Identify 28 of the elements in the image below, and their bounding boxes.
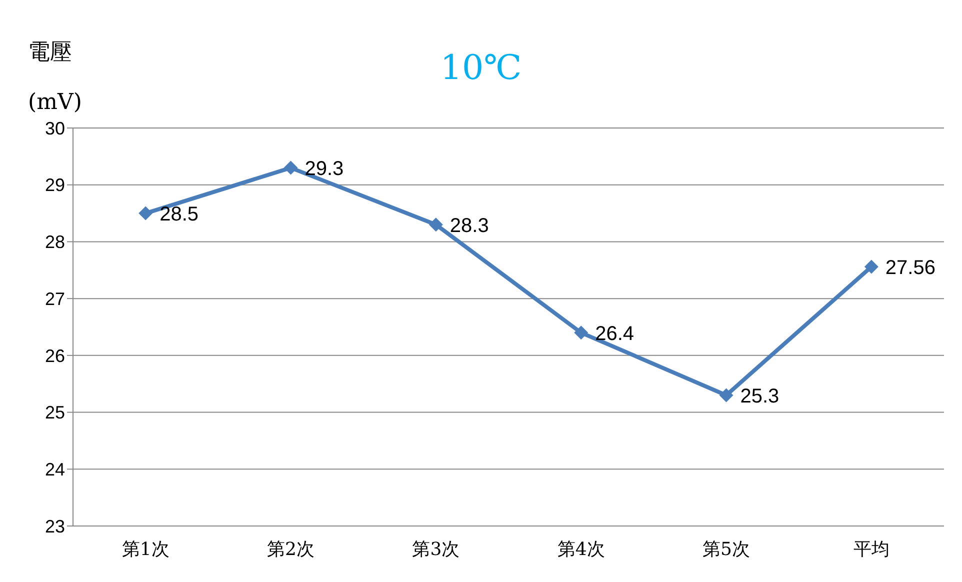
data-label: 28.5 <box>160 203 199 226</box>
x-tick-label: 第4次 <box>557 538 605 560</box>
x-tick-label: 第1次 <box>122 538 170 560</box>
data-label: 28.3 <box>450 214 489 237</box>
y-tick-label: 26 <box>44 346 65 366</box>
point <box>719 388 734 402</box>
x-tick-label: 第2次 <box>267 538 314 560</box>
point <box>284 160 298 175</box>
y-tick-label: 30 <box>44 118 65 138</box>
y-tick-label: 28 <box>44 232 65 252</box>
y-tick-label: 23 <box>44 516 65 536</box>
point <box>574 326 588 340</box>
data-label: 29.3 <box>304 158 344 180</box>
data-label: 26.4 <box>595 322 634 345</box>
point <box>138 206 153 220</box>
y-axis-title: 電壓 (mV) <box>28 39 82 115</box>
data-label: 27.56 <box>885 256 936 279</box>
point <box>428 218 443 232</box>
y-tick-label: 29 <box>44 175 65 196</box>
x-tick-label: 平均 <box>853 538 890 560</box>
y-tick-label: 25 <box>44 402 65 423</box>
x-tick-label: 第3次 <box>412 538 460 560</box>
y-tick-label: 24 <box>44 460 65 480</box>
chart-title: 10℃ <box>440 48 522 88</box>
data-label: 25.3 <box>740 385 780 408</box>
x-tick-label: 第5次 <box>702 538 750 560</box>
y-tick-label: 27 <box>44 288 65 309</box>
point <box>864 260 878 274</box>
